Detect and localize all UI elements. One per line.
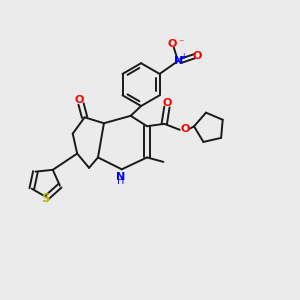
Text: S: S [41, 193, 50, 206]
Text: O: O [162, 98, 172, 108]
Text: N: N [116, 172, 125, 182]
Text: +: + [180, 52, 186, 62]
Text: ⁻: ⁻ [178, 39, 183, 49]
Text: H: H [117, 176, 124, 186]
Text: O: O [168, 40, 177, 50]
Text: O: O [180, 124, 190, 134]
Text: N: N [174, 56, 183, 66]
Text: O: O [193, 51, 202, 62]
Text: O: O [75, 95, 84, 105]
